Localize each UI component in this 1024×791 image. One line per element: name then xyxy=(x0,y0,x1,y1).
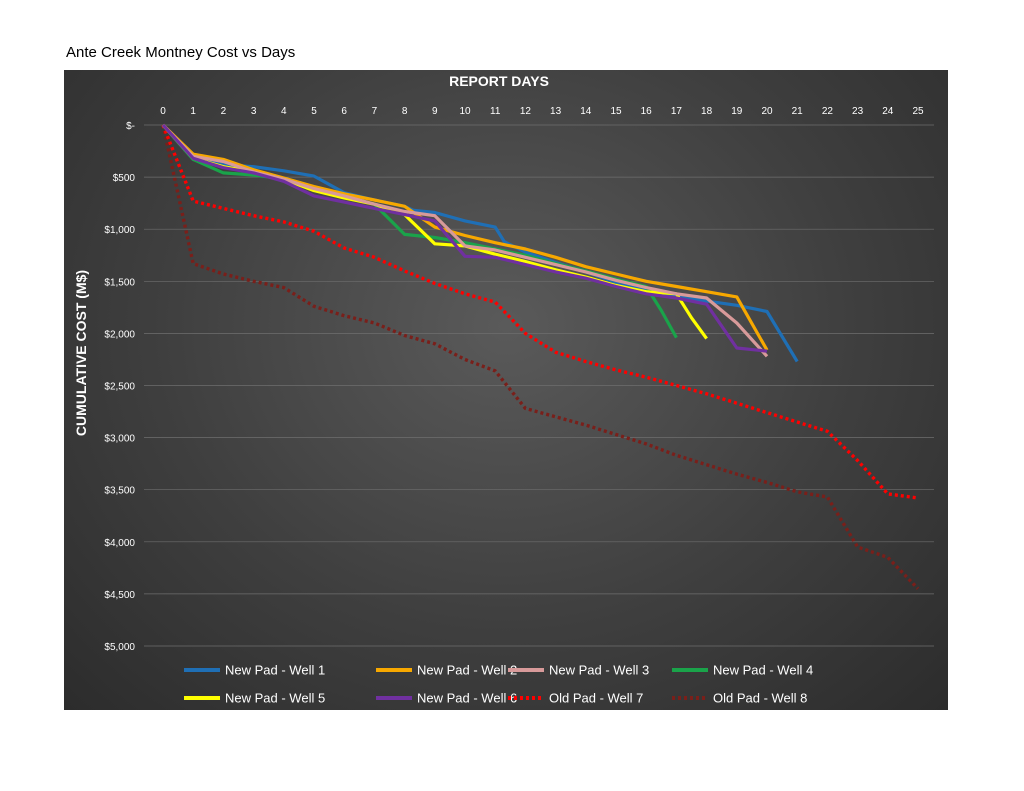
series-line-5 xyxy=(161,123,708,340)
x-tick-label: 11 xyxy=(490,106,501,117)
x-tick-label: 24 xyxy=(882,106,894,117)
legend-label-6: New Pad - Well 6 xyxy=(417,691,517,706)
series-line-2 xyxy=(161,123,769,351)
legend-label-8: Old Pad - Well 8 xyxy=(713,691,807,706)
y-axis-title: CUMULATIVE COST (M$) xyxy=(73,270,89,436)
series-line-7 xyxy=(161,124,919,500)
legend-label-1: New Pad - Well 1 xyxy=(225,663,325,678)
y-tick-label: $4,500 xyxy=(104,590,135,601)
y-tick-label: $3,000 xyxy=(104,434,135,445)
x-tick-label: 16 xyxy=(641,106,653,117)
x-tick-label: 19 xyxy=(731,106,743,117)
y-tick-label: $1,000 xyxy=(104,225,135,236)
x-tick-labels: 0 1 2 3 4 5 6 7 8 9 10 11 12 13 14 15 16 17 18 19 20 21 22 23 24… xyxy=(160,106,924,117)
x-tick-label: 12 xyxy=(520,106,532,117)
x-tick-label: 2 xyxy=(221,106,227,117)
y-tick-label: $1,500 xyxy=(104,277,135,288)
x-tick-label: 6 xyxy=(341,106,347,117)
y-tick-label: $4,000 xyxy=(104,538,135,549)
legend-label-5: New Pad - Well 5 xyxy=(225,691,325,706)
chart-panel: 0 1 2 3 4 5 6 7 8 9 10 11 12 13 14 15 16 17 18 19 20 21 22 23 24… xyxy=(64,70,948,710)
legend-label-7: Old Pad - Well 7 xyxy=(549,691,643,706)
series-line-1 xyxy=(161,123,799,363)
legend-label-4: New Pad - Well 4 xyxy=(713,663,813,678)
x-tick-label: 4 xyxy=(281,106,287,117)
x-tick-label: 5 xyxy=(311,106,317,117)
y-tick-label: $500 xyxy=(113,173,136,184)
page-title: Ante Creek Montney Cost vs Days xyxy=(66,44,296,61)
x-tick-label: 9 xyxy=(432,106,438,117)
gridlines xyxy=(144,124,934,647)
series-line-3 xyxy=(161,123,769,358)
y-tick-label: $2,500 xyxy=(104,382,135,393)
x-tick-label: 0 xyxy=(160,106,166,117)
x-tick-label: 15 xyxy=(610,106,622,117)
x-tick-label: 25 xyxy=(912,106,924,117)
x-tick-label: 1 xyxy=(190,106,196,117)
x-tick-label: 23 xyxy=(852,106,864,117)
x-tick-label: 10 xyxy=(459,106,471,117)
x-tick-label: 22 xyxy=(822,106,834,117)
x-tick-label: 14 xyxy=(580,106,592,117)
cost-vs-days-chart: 0 1 2 3 4 5 6 7 8 9 10 11 12 13 14 15 16 17 18 19 20 21 22 23 24… xyxy=(73,73,934,706)
x-tick-label: 8 xyxy=(402,106,408,117)
series-line-6 xyxy=(161,123,768,353)
legend-label-3: New Pad - Well 3 xyxy=(549,663,649,678)
x-tick-label: 17 xyxy=(671,106,683,117)
legend-label-2: New Pad - Well 2 xyxy=(417,663,517,678)
x-tick-label: 20 xyxy=(761,106,773,117)
series-lines xyxy=(161,123,920,590)
x-tick-label: 18 xyxy=(701,106,713,117)
x-tick-label: 13 xyxy=(550,106,562,117)
x-axis-title: REPORT DAYS xyxy=(449,73,549,89)
y-tick-label: $- xyxy=(126,121,135,132)
y-tick-labels: $- $500 $1,000 $1,500 $2,000 $2,500 $3,000 $3,5… xyxy=(104,121,135,653)
y-tick-label: $5,000 xyxy=(104,642,135,653)
x-tick-label: 7 xyxy=(372,106,378,117)
x-tick-label: 3 xyxy=(251,106,257,117)
legend: New Pad - Well 1 New Pad - Well 2 New Pad … xyxy=(184,663,813,706)
series-line-8 xyxy=(161,124,920,590)
x-tick-label: 21 xyxy=(792,106,804,117)
y-tick-label: $2,000 xyxy=(104,329,135,340)
y-tick-label: $3,500 xyxy=(104,486,135,497)
